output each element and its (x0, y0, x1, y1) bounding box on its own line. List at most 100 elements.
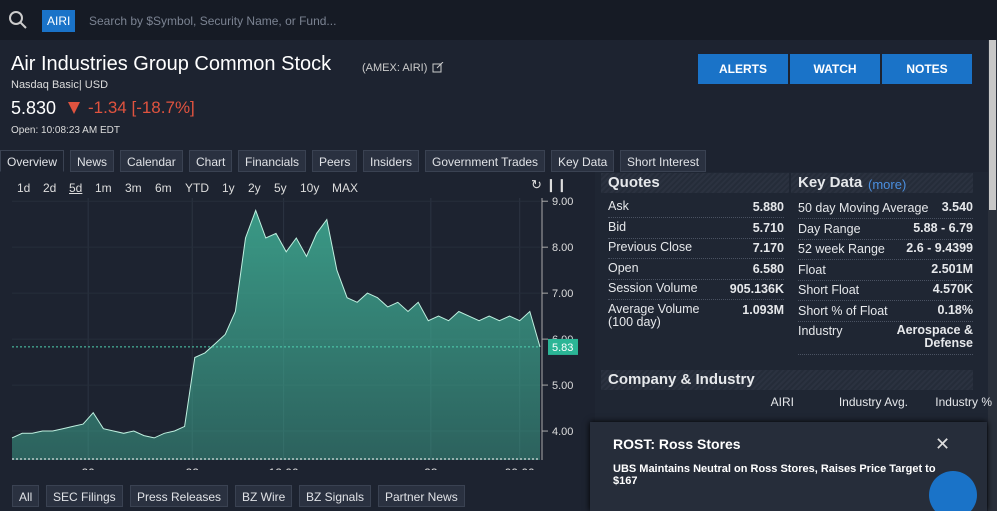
news-tab[interactable]: Press Releases (130, 485, 229, 507)
x-tick-label: 20 (81, 466, 95, 470)
x-tick-label: 09:00 (505, 466, 535, 470)
range-button[interactable]: 1y (222, 181, 235, 195)
price-change: -1.34 [-18.7%] (88, 98, 195, 117)
area-fill (12, 210, 540, 460)
tab[interactable]: Peers (312, 150, 358, 172)
key-value: Aerospace & Defense (896, 323, 973, 350)
column-header: AIRI (770, 395, 794, 409)
y-tick-label: 7.00 (552, 288, 573, 300)
quote-row (608, 218, 784, 239)
tab[interactable]: Overview (0, 150, 65, 172)
range-button[interactable]: 2y (248, 181, 261, 195)
external-link-icon[interactable] (432, 62, 444, 74)
tab[interactable]: Insiders (363, 150, 420, 172)
quote-row (608, 279, 784, 300)
quote-row (608, 259, 784, 280)
quote-label: Bid (608, 219, 627, 234)
range-button[interactable]: 1m (95, 181, 112, 195)
search-icon[interactable] (8, 10, 28, 30)
range-button[interactable]: YTD (185, 181, 209, 195)
range-button[interactable]: MAX (332, 181, 359, 195)
down-arrow (68, 102, 80, 114)
news-tab[interactable]: BZ Wire (235, 485, 293, 507)
action-button[interactable]: NOTES (882, 54, 972, 84)
tab[interactable]: Financials (238, 150, 307, 172)
action-button[interactable]: ALERTS (698, 54, 788, 84)
y-tick-label: 5.00 (552, 380, 573, 392)
key-label: Short Float (798, 283, 860, 297)
news-tab[interactable]: SEC Filings (46, 485, 123, 507)
stock-title: Air Industries Group Common Stock (11, 53, 332, 75)
section-header: Company & Industry (601, 370, 973, 390)
key-value: 5.88 - 6.79 (913, 220, 973, 235)
key-value: 3.540 (941, 200, 973, 214)
current-price-box (548, 338, 578, 355)
quote-label: Previous Close (608, 240, 693, 254)
quote-value: 905.136K (729, 282, 784, 296)
range-button[interactable]: 3m (125, 181, 142, 195)
tab[interactable]: Government Trades (425, 150, 546, 172)
ticker-badge[interactable]: AIRI (42, 10, 76, 32)
y-tick-label: 4.00 (552, 426, 573, 438)
key-value: 0.18% (937, 302, 973, 317)
key-label: 52 week Range (798, 242, 885, 256)
range-button[interactable]: 1d (17, 181, 31, 195)
key-value: 2.501M (931, 261, 973, 276)
key-row (798, 301, 973, 322)
column-header: Industry % (935, 395, 992, 409)
notification-title: ROST: Ross Stores (613, 436, 741, 452)
section-header: Quotes (601, 173, 789, 193)
news-tab[interactable]: BZ Signals (299, 485, 372, 507)
quote-value: 1.093M (742, 302, 784, 317)
tab[interactable]: Calendar (120, 150, 183, 172)
notification-text: UBS Maintains Neutral on Ross Stores, Ra… (613, 463, 936, 487)
quote-label: Ask (608, 199, 629, 213)
tab[interactable]: Short Interest (620, 150, 707, 172)
range-button[interactable]: 6m (155, 181, 172, 195)
key-row (798, 219, 973, 240)
tab[interactable]: News (70, 150, 115, 172)
more-link[interactable]: (more) (868, 177, 907, 192)
x-tick-label: 23 (424, 466, 438, 470)
y-tick-label: 8.00 (552, 242, 573, 254)
price-line (11, 208, 541, 439)
key-label: Float (798, 262, 826, 277)
quote-row (608, 197, 784, 218)
scrollbar[interactable] (988, 40, 997, 511)
quote-label: Average Volume (100 day) (608, 301, 700, 329)
section-header: Key Data (791, 173, 973, 193)
news-tab[interactable]: All (12, 485, 40, 507)
price: 5.830 (11, 98, 57, 118)
key-value: 2.6 - 9.4399 (906, 241, 973, 255)
close-icon[interactable]: ✕ (935, 434, 951, 454)
key-label: Industry (798, 324, 843, 338)
tab[interactable]: Chart (189, 150, 233, 172)
quote-label: Session Volume (608, 281, 698, 295)
key-row (798, 321, 973, 355)
range-button[interactable]: 5y (274, 181, 287, 195)
column-header: Industry Avg. (838, 395, 908, 409)
key-label: Short % of Float (798, 303, 888, 318)
range-button[interactable]: 10y (300, 181, 320, 195)
x-tick-label: 12:00 (269, 466, 299, 470)
quote-value: 5.880 (752, 200, 784, 214)
notification[interactable] (590, 422, 987, 511)
action-button[interactable]: WATCH (790, 54, 880, 84)
quote-label: Open (608, 260, 639, 275)
key-row (798, 239, 973, 260)
key-label: 50 day Moving Average (798, 201, 929, 215)
quote-value: 6.580 (752, 261, 784, 276)
chat-button[interactable] (929, 471, 977, 511)
key-row (798, 198, 973, 219)
search-input[interactable]: Search by $Symbol, Security Name, or Fun… (89, 14, 337, 28)
key-row (798, 280, 973, 301)
range-button[interactable]: 2d (43, 181, 57, 195)
news-tab[interactable]: Partner News (378, 485, 465, 507)
exchange: (AMEX: AIRI) (362, 62, 428, 74)
range-button[interactable]: 5d (69, 181, 83, 195)
tab[interactable]: Key Data (551, 150, 615, 172)
chart-tools[interactable]: ↻ ❙❙ (531, 177, 568, 192)
top-bar (0, 0, 997, 40)
quote-value: 5.710 (752, 220, 784, 235)
